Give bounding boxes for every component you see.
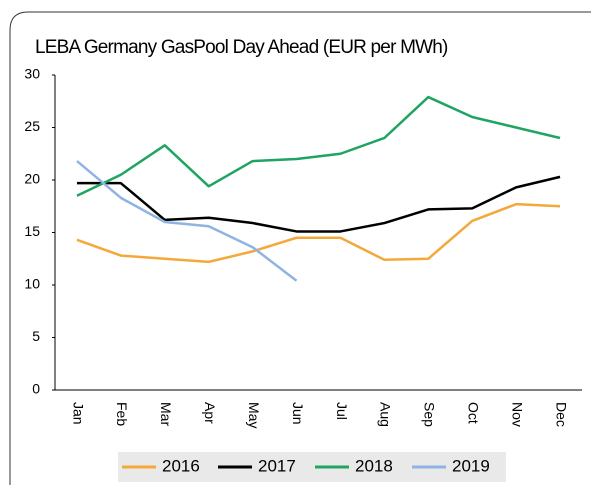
x-tick-label: Sep <box>422 402 438 427</box>
x-tick-label: May <box>246 402 262 428</box>
y-tick-label: 5 <box>32 328 40 344</box>
y-tick-label: 25 <box>24 118 40 134</box>
card-border <box>9 11 591 485</box>
x-tick-label: Dec <box>553 402 569 427</box>
chart-title: LEBA Germany GasPool Day Ahead (EUR per … <box>35 37 448 58</box>
x-tick-label: Jan <box>70 402 86 425</box>
legend-label: 2016 <box>162 456 200 475</box>
x-tick-label: Aug <box>378 402 394 427</box>
x-tick-label: Jul <box>334 402 350 420</box>
y-tick-label: 20 <box>24 171 40 187</box>
x-tick-label: Nov <box>509 402 525 427</box>
legend-label: 2019 <box>452 456 490 475</box>
y-tick-label: 10 <box>24 276 40 292</box>
x-tick-label: Apr <box>202 402 218 424</box>
legend-label: 2018 <box>355 456 393 475</box>
x-tick-label: Oct <box>466 402 482 424</box>
legend-label: 2017 <box>258 456 296 475</box>
y-tick-label: 15 <box>24 223 40 239</box>
x-tick-label: Mar <box>158 402 174 426</box>
series-line <box>76 95 561 197</box>
series-line <box>76 202 561 264</box>
x-tick-label: Jun <box>290 402 306 425</box>
series-line <box>76 160 298 282</box>
y-tick-label: 0 <box>32 381 40 397</box>
y-tick-label: 30 <box>24 66 40 82</box>
x-tick-label: Feb <box>114 402 130 426</box>
series-line <box>76 175 561 233</box>
